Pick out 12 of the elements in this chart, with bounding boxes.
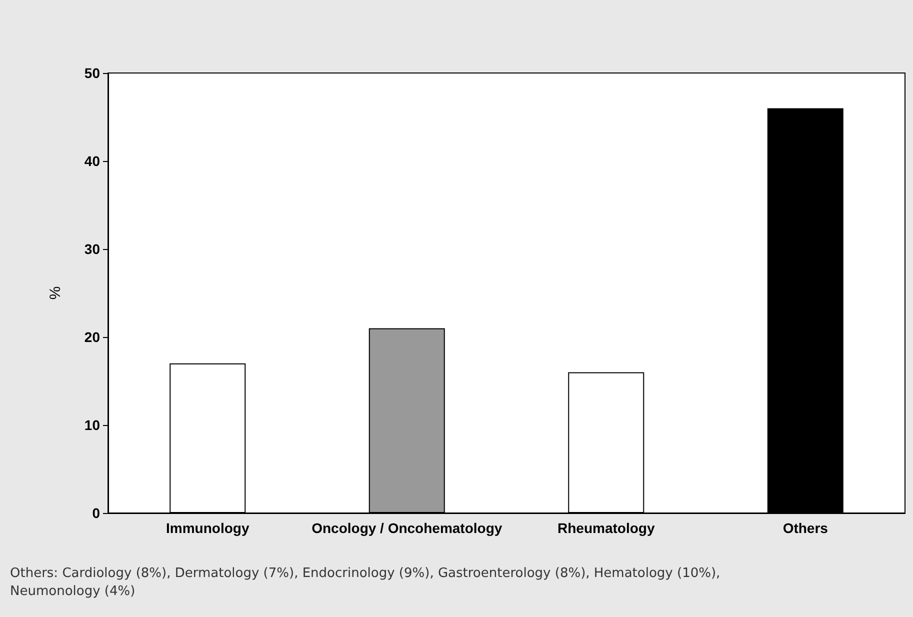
y-tick-label: 20	[84, 329, 100, 345]
x-tick-label: Others	[782, 520, 828, 536]
y-tick-label: 50	[84, 65, 100, 81]
y-tick-label: 0	[92, 505, 100, 521]
y-tick-label: 40	[84, 153, 100, 169]
x-tick-label: Immunology	[166, 520, 250, 536]
x-tick-label: Rheumatology	[558, 520, 655, 536]
text: Others: Cardiology (8%), Dermatology (7%), Endocrinology (9%), Gastroenterology (8%), Hematology (10%), Neumonology (4%)	[10, 565, 722, 601]
y-tick-label: 30	[84, 241, 100, 257]
y-tick-label: 10	[84, 417, 100, 433]
x-tick-label: Oncology / Oncohematology	[312, 520, 502, 536]
y-axis-title: %	[47, 286, 64, 300]
